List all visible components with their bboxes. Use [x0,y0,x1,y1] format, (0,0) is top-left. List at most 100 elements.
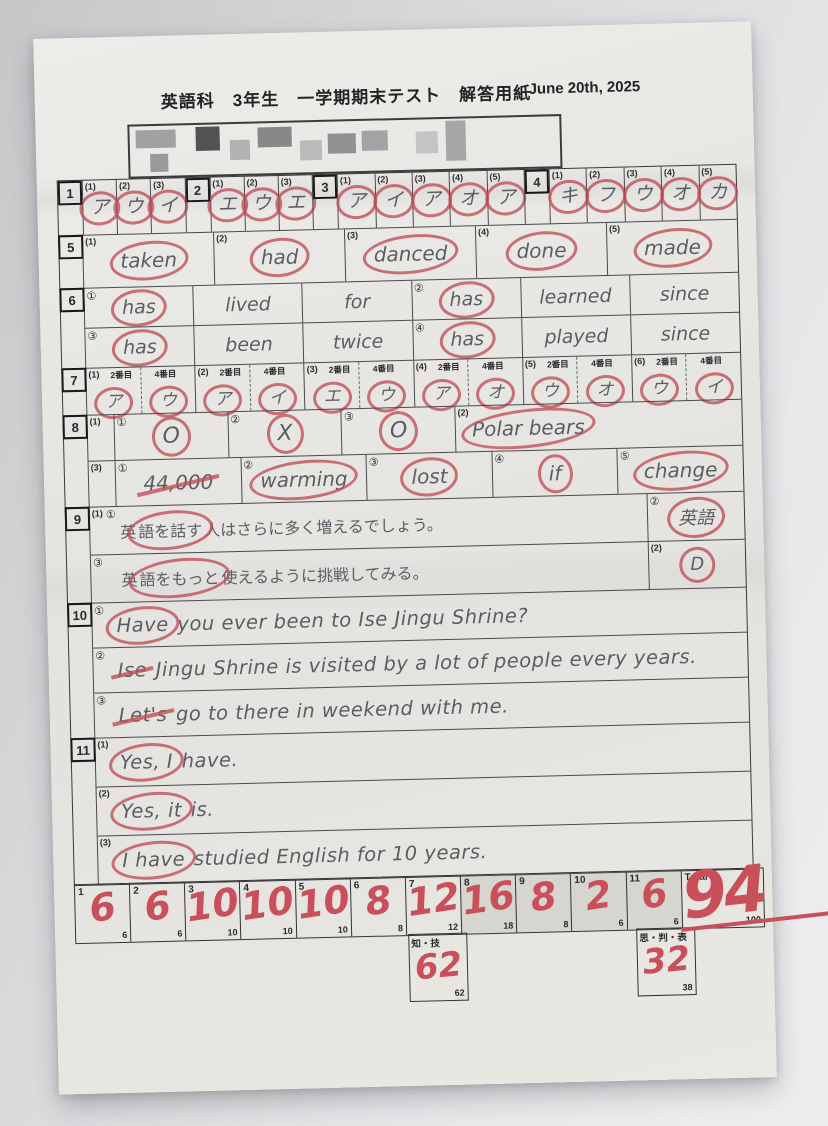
handwritten-answer: twice [332,329,384,354]
handwritten-answer: 44,000 [143,469,214,495]
answer-cell: ② warming [240,454,367,503]
score-cell: 4 10 10 [238,877,298,940]
handwritten-answer: since [660,321,711,346]
answer-cell: (5) made [605,219,739,275]
handwritten-answer: X [277,420,293,447]
answer-cell: (1) キ [548,168,588,224]
handwritten-answer: learned [539,284,612,309]
handwritten-answer: for [343,290,371,313]
handwritten-answer: イ [158,193,179,217]
handwritten-sentence: Let's go to there in weekend with me. [118,694,510,727]
score-value: 6 [637,870,671,918]
sub-question-label: (1) [551,170,563,181]
sub-question-label: ② [230,413,241,427]
answer-cell: (4) done [474,222,608,279]
sub-question-label: ① [117,462,128,475]
answer-cell: (2) イ [374,172,413,228]
answer-cell: (2) ウ [243,175,279,231]
answer-table: 1 (1) ア (2) ウ (3) イ 2 [56,163,754,887]
score-max: 18 [503,920,514,931]
handwritten-answer: taken [120,247,178,273]
handwritten-sentence: Ise Jingu Shrine is visited by a lot of … [117,644,698,682]
sub-question-label-col: (1) [87,415,114,461]
answer-cell: (5) 2番目 4番目 ウ オ [521,355,633,405]
sub-question-label: (2) [377,174,389,185]
redacted-name-pixel [150,153,169,173]
question-1-group: 1 (1) ア (2) ウ (3) イ [57,178,186,235]
score-max: 6 [673,916,679,927]
sub-question-label: ⑤ [619,450,630,463]
answer-cell: (6) 2番目 4番目 ウ イ [630,352,742,402]
answer-cell: (4) オ [448,170,488,226]
answer-cell: been [193,323,304,366]
handwritten-answer: カ [708,180,728,203]
handwritten-answer: オ [670,181,691,204]
handwritten-sentence: I have studied English for 10 years. [122,839,488,872]
score-value: 10 [238,877,298,930]
answer-cell: (5) カ [698,164,737,220]
subscore-max: 38 [682,982,693,993]
handwritten-answer: lost [411,463,448,489]
sub-question-label: (1) [84,181,96,192]
handwritten-answer: has [121,295,156,319]
answer-cell: ④ if [491,448,618,497]
sub-question-label: (2) [650,542,662,553]
sub-question-label: ① [94,605,105,618]
answer-cell: (2) ウ [115,179,152,234]
sub-question-label: ③ [96,695,107,708]
handwritten-answer-fourth: ウ [159,390,178,411]
answer-cell: (3) ア [411,171,451,227]
subscore-value: 32 [640,938,692,983]
question-10-section: 10 ① Have you ever been to Ise Jingu Shr… [67,586,750,739]
sub-question-label: ① [116,416,127,430]
handwritten-answer: エ [286,190,306,214]
answer-cell: (3) ウ [623,166,663,222]
answer-cell: (3) danced [343,226,477,282]
answer-cell: ④ has [411,318,522,360]
answer-cell: ① 44,000 [114,457,242,507]
score-cell: 9 8 8 [515,873,572,933]
score-cell: 3 10 10 [183,879,242,941]
score-value: 10 [293,876,353,928]
answer-cell: (2) had [212,229,346,285]
answer-cell: (1) エ [209,176,245,232]
score-cell: 2 6 6 [129,882,186,942]
question-2-group: 2 (1) エ (2) ウ (3) エ [184,175,314,233]
handwritten-sentence: Yes, I have. [119,747,239,774]
handwritten-answer-second: ア [432,383,451,405]
handwritten-answer: change [643,456,718,483]
handwritten-answer: danced [373,240,448,267]
answer-cell: since [630,312,741,355]
question-9-number: 9 [64,506,91,532]
score-value: 6 [86,883,119,932]
sub-question-label: (1) [91,508,103,519]
answer-cell: (1) taken [83,233,214,288]
answer-cell: (3) イ [150,178,186,234]
answer-cell: learned [519,275,630,318]
handwritten-sentence: Yes, it is. [120,797,215,823]
handwritten-answer: O [162,423,181,449]
sub-question-label: (2) [246,177,258,188]
handwritten-answer: ウ [124,194,144,218]
handwritten-answer: has [449,287,484,311]
answer-cell: (1) ア [336,173,376,229]
subscore-value: 62 [413,944,464,989]
question-4-number: 4 [524,169,550,194]
sub-question-label: (3) [414,173,426,184]
handwritten-answer: O [389,417,408,444]
redacted-name-pixel [195,126,220,151]
score-cell: 7 12 12 [404,874,463,936]
question-7-number: 7 [61,367,87,393]
question-8-number: 8 [62,414,88,440]
answer-cell: (4) オ [660,165,700,221]
question-3-number: 3 [312,174,338,200]
sub-question-label: ① [105,509,116,522]
score-max: 6 [618,917,624,928]
question-9-section: 9 (1) ① 英語を話す 人はさらに多く増えるでしょう。 ② 英語 ③ [64,490,746,604]
handwritten-answer: ウ [251,191,272,215]
question-4-group: 4 (1) キ (2) フ (3) ウ (4) オ [523,164,737,224]
handwritten-answer: played [544,324,609,349]
handwritten-answer: 英語 [676,503,717,530]
answer-sheet-paper: 英語科 3年生 一学期期末テスト 解答用紙 June 20th, 2025 1 … [33,21,828,1095]
handwritten-answer: ア [421,187,442,210]
